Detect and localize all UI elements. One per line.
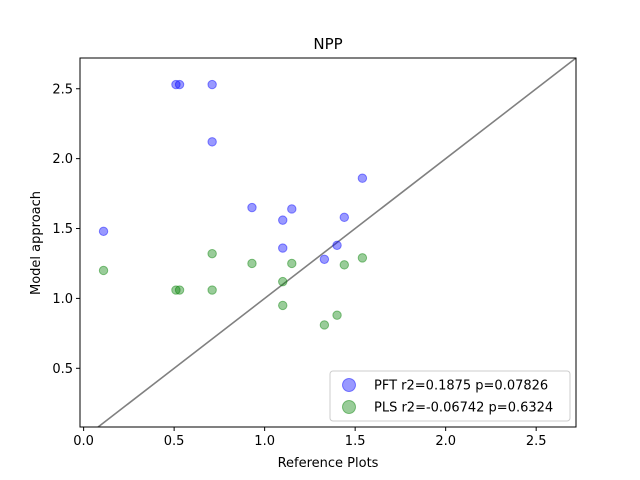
y-tick-label: 2.0 — [52, 152, 73, 167]
legend-label-pft: PFT r2=0.1875 p=0.07826 — [374, 379, 548, 394]
chart-title: NPP — [313, 35, 342, 53]
point-pls-5 — [247, 258, 257, 269]
point-pls-7 — [287, 258, 297, 269]
x-tick-label: 0.5 — [164, 434, 185, 449]
point-pft-7 — [287, 204, 297, 214]
y-axis-label: Model approach — [29, 191, 44, 295]
x-tick-label: 2.5 — [526, 434, 547, 449]
point-pls-11 — [339, 260, 349, 270]
point-pft-1 — [171, 79, 181, 90]
one-to-one-line — [96, 58, 576, 427]
point-pft-10 — [332, 240, 342, 250]
point-pft-9 — [319, 254, 330, 264]
point-pft-11 — [339, 212, 349, 223]
point-pft-4 — [207, 137, 217, 147]
y-tick-label: 1.5 — [52, 222, 73, 237]
x-tick-label: 2.0 — [435, 434, 456, 449]
legend-label-pls: PLS r2=-0.06742 p=0.6324 — [374, 401, 553, 416]
y-tick-label: 0.5 — [52, 362, 73, 377]
point-pls-9 — [319, 320, 330, 330]
legend-marker-pft — [342, 378, 356, 392]
y-axis-ticks: 0.5 1.0 1.5 2.0 2.5 — [52, 82, 80, 377]
plot-frame — [79, 57, 577, 428]
point-pls-2 — [174, 285, 185, 295]
point-pft-12 — [357, 173, 368, 183]
reference-line-layer — [96, 58, 576, 427]
point-pls-1 — [171, 285, 181, 295]
x-tick-label: 1.0 — [254, 434, 275, 449]
points-layer — [98, 79, 368, 330]
point-pft-8 — [278, 243, 288, 253]
point-pls-4 — [207, 248, 217, 259]
point-pls-6 — [278, 276, 288, 287]
x-axis-label: Reference Plots — [278, 456, 379, 471]
point-pft-3 — [207, 79, 217, 90]
point-pft-0 — [98, 226, 109, 237]
point-pft-2 — [174, 79, 185, 90]
x-tick-label: 0.0 — [73, 434, 94, 449]
point-pls-12 — [357, 253, 368, 263]
x-axis-ticks: 0.0 0.5 1.0 1.5 2.0 2.5 — [73, 427, 547, 449]
y-tick-label: 1.0 — [52, 292, 73, 307]
y-tick-label: 2.5 — [52, 82, 73, 97]
point-pls-0 — [98, 265, 109, 276]
x-tick-label: 1.5 — [345, 434, 366, 449]
point-pls-8 — [278, 300, 288, 311]
point-pls-3 — [207, 285, 217, 295]
point-pft-6 — [278, 215, 288, 225]
legend: PFT r2=0.1875 p=0.07826 PLS r2=-0.06742 p… — [329, 370, 571, 422]
point-pls-10 — [332, 310, 342, 320]
legend-marker-pls — [342, 400, 356, 414]
point-pft-5 — [247, 202, 257, 213]
legend-box — [329, 370, 571, 422]
